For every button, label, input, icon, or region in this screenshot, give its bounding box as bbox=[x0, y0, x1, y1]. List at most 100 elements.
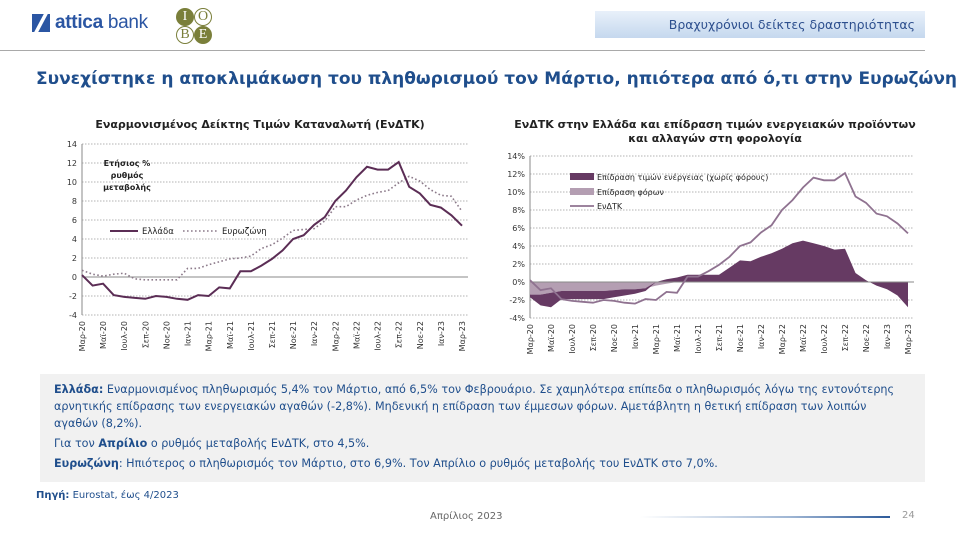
series-energy-area bbox=[530, 240, 908, 308]
y-tick-label: 2 bbox=[72, 254, 77, 263]
brand-rest: bank bbox=[102, 12, 148, 33]
axis-annotation: μεταβολής bbox=[103, 183, 151, 192]
y-tick-label: 6 bbox=[72, 216, 77, 225]
x-tick-label: Σεπ-20 bbox=[589, 324, 598, 351]
x-tick-label: Νοε-20 bbox=[610, 324, 619, 352]
legend-greece-label: Ελλάδα bbox=[142, 227, 174, 237]
x-tick-label: Μαρ-20 bbox=[78, 321, 87, 351]
commentary-eurozone: Ευρωζώνη: Ηπιότερος ο πληθωρισμός τον Μά… bbox=[54, 455, 911, 472]
source-label: Πηγή: bbox=[36, 490, 70, 501]
april-post: ο ρυθμός μεταβολής ΕνΔΤΚ, στο 4,5%. bbox=[147, 437, 370, 450]
x-tick-label: Ιουλ-22 bbox=[820, 324, 829, 354]
brand-bold: attica bbox=[55, 12, 103, 33]
x-tick-label: Νοε-21 bbox=[736, 324, 745, 352]
iobe-letter: E bbox=[194, 26, 212, 44]
x-tick-label: Σεπ-22 bbox=[395, 321, 404, 348]
x-tick-label: Ιαν-23 bbox=[437, 321, 446, 346]
x-tick-label: Μαρ-22 bbox=[331, 321, 340, 351]
x-tick-label: Μαρ-20 bbox=[526, 324, 535, 354]
x-tick-label: Μαρ-21 bbox=[652, 324, 661, 354]
y-tick-label: 0 bbox=[72, 273, 77, 282]
y-tick-label: -2% bbox=[509, 296, 525, 305]
legend-energy-swatch bbox=[570, 173, 594, 180]
y-tick-label: 2% bbox=[512, 260, 525, 269]
y-tick-label: 14% bbox=[507, 152, 525, 161]
series-greece-line bbox=[81, 160, 463, 301]
x-tick-label: Ιαν-21 bbox=[631, 324, 640, 349]
legend-taxes-label: Επίδραση φόρων bbox=[597, 187, 664, 197]
greece-label: Ελλάδα: bbox=[54, 383, 104, 396]
x-tick-label: Ιαν-22 bbox=[310, 321, 319, 346]
commentary-april: Για τον Απρίλιο ο ρυθμός μεταβολής ΕνΔΤΚ… bbox=[54, 435, 911, 452]
x-tick-label: Μαϊ-22 bbox=[352, 321, 361, 349]
x-tick-label: Ιουλ-21 bbox=[247, 321, 256, 351]
footer-date: Απρίλιος 2023 bbox=[430, 511, 503, 522]
axis-annotation: ρυθμός bbox=[111, 170, 144, 180]
x-tick-label: Ιουλ-21 bbox=[694, 324, 703, 354]
x-tick-label: Μαϊ-20 bbox=[547, 324, 556, 352]
iobe-letter: O bbox=[194, 8, 212, 26]
x-tick-label: Σεπ-21 bbox=[715, 324, 724, 351]
header-divider bbox=[0, 50, 925, 51]
iobe-letter: I bbox=[176, 8, 194, 26]
page-title: Συνεχίστηκε η αποκλιμάκωση του πληθωρισμ… bbox=[36, 69, 958, 89]
y-tick-label: 8% bbox=[512, 206, 525, 215]
commentary-box: Ελλάδα: Εναρμονισμένος πληθωρισμός 5,4% … bbox=[40, 374, 925, 482]
x-tick-label: Μαρ-23 bbox=[904, 324, 913, 354]
chart-right: -4% -2% 0% 2% 4% 6% 8% 10% 12% 14% Μαρ-20 Μαϊ-20 Ιου… bbox=[507, 152, 914, 354]
page-number: 24 bbox=[902, 510, 915, 521]
x-tick-label: Ιαν-23 bbox=[883, 324, 892, 349]
source-note: Πηγή: Eurostat, έως 4/2023 bbox=[36, 490, 179, 501]
x-tick-label: Νοε-21 bbox=[289, 321, 298, 349]
x-tick-label: Μαϊ-21 bbox=[673, 324, 682, 352]
x-tick-label: Σεπ-21 bbox=[268, 321, 277, 348]
eurozone-text: : Ηπιότερος ο πληθωρισμός τον Μάρτιο, στ… bbox=[118, 457, 718, 470]
x-tick-label: Μαϊ-22 bbox=[799, 324, 808, 352]
y-tick-label: 4% bbox=[512, 242, 525, 251]
legend-eurozone-label: Ευρωζώνη bbox=[222, 226, 267, 237]
x-tick-label: Μαρ-21 bbox=[205, 321, 214, 351]
attica-bank-logo: attica bank bbox=[32, 12, 148, 34]
x-tick-label: Ιουλ-20 bbox=[120, 321, 129, 351]
axis-annotation: Ετήσιος % bbox=[104, 159, 151, 168]
commentary-greece: Ελλάδα: Εναρμονισμένος πληθωρισμός 5,4% … bbox=[54, 381, 911, 432]
april-bold: Απρίλιο bbox=[98, 437, 148, 450]
y-tick-label: 10% bbox=[507, 188, 525, 197]
x-tick-label: Ιουλ-20 bbox=[568, 324, 577, 354]
x-tick-label: Μαρ-23 bbox=[458, 321, 467, 351]
x-tick-label: Ιαν-22 bbox=[757, 324, 766, 349]
y-tick-label: 14 bbox=[67, 140, 77, 149]
y-tick-label: -2 bbox=[69, 292, 77, 301]
y-tick-label: -4 bbox=[69, 311, 77, 320]
series-eurozone-line bbox=[81, 175, 463, 281]
x-tick-label: Μαϊ-21 bbox=[226, 321, 235, 349]
iobe-letter: B bbox=[176, 26, 194, 44]
x-tick-label: Μαϊ-20 bbox=[99, 321, 108, 349]
y-tick-label: 10 bbox=[67, 178, 77, 187]
footer-rule bbox=[640, 516, 890, 518]
attica-brand-text: attica bank bbox=[55, 12, 148, 34]
x-tick-label: Ιουλ-22 bbox=[374, 321, 383, 351]
iobe-logo: I O B E bbox=[176, 8, 214, 44]
x-tick-label: Νοε-22 bbox=[862, 324, 871, 352]
x-tick-label: Μαρ-22 bbox=[778, 324, 787, 354]
x-tick-label: Σεπ-20 bbox=[141, 321, 150, 348]
legend-energy-label: Επίδραση τιμών ενέργειας (χωρίς φόρους) bbox=[597, 172, 768, 182]
y-tick-label: -4% bbox=[509, 314, 525, 323]
x-tick-label: Σεπ-22 bbox=[841, 324, 850, 351]
y-tick-label: 4 bbox=[72, 235, 77, 244]
chart-left: -4 -2 0 2 4 6 8 10 12 14 Μαρ-20 Μαϊ-20 Ιουλ-20 Σεπ-20… bbox=[67, 140, 468, 351]
x-tick-label: Νοε-20 bbox=[162, 321, 171, 349]
legend-taxes-swatch bbox=[570, 188, 594, 195]
chart-left-title: Εναρμονισμένος Δείκτης Τιμών Καταναλωτή … bbox=[95, 118, 425, 131]
series-hicp-line bbox=[529, 171, 909, 305]
legend-hicp-label: ΕνΔΤΚ bbox=[597, 202, 623, 211]
chart-right-title-line: ΕνΔΤΚ στην Ελλάδα και επίδραση τιμών ενε… bbox=[514, 118, 916, 131]
source-text: Eurostat, έως 4/2023 bbox=[69, 490, 179, 501]
y-tick-label: 8 bbox=[72, 197, 77, 206]
y-tick-label: 0% bbox=[512, 278, 525, 287]
series-taxes-area bbox=[530, 282, 908, 295]
chart-right-title-line: και αλλαγών στη φορολογία bbox=[628, 132, 802, 145]
x-tick-label: Ιαν-21 bbox=[184, 321, 193, 346]
eurozone-label: Ευρωζώνη bbox=[54, 457, 119, 470]
